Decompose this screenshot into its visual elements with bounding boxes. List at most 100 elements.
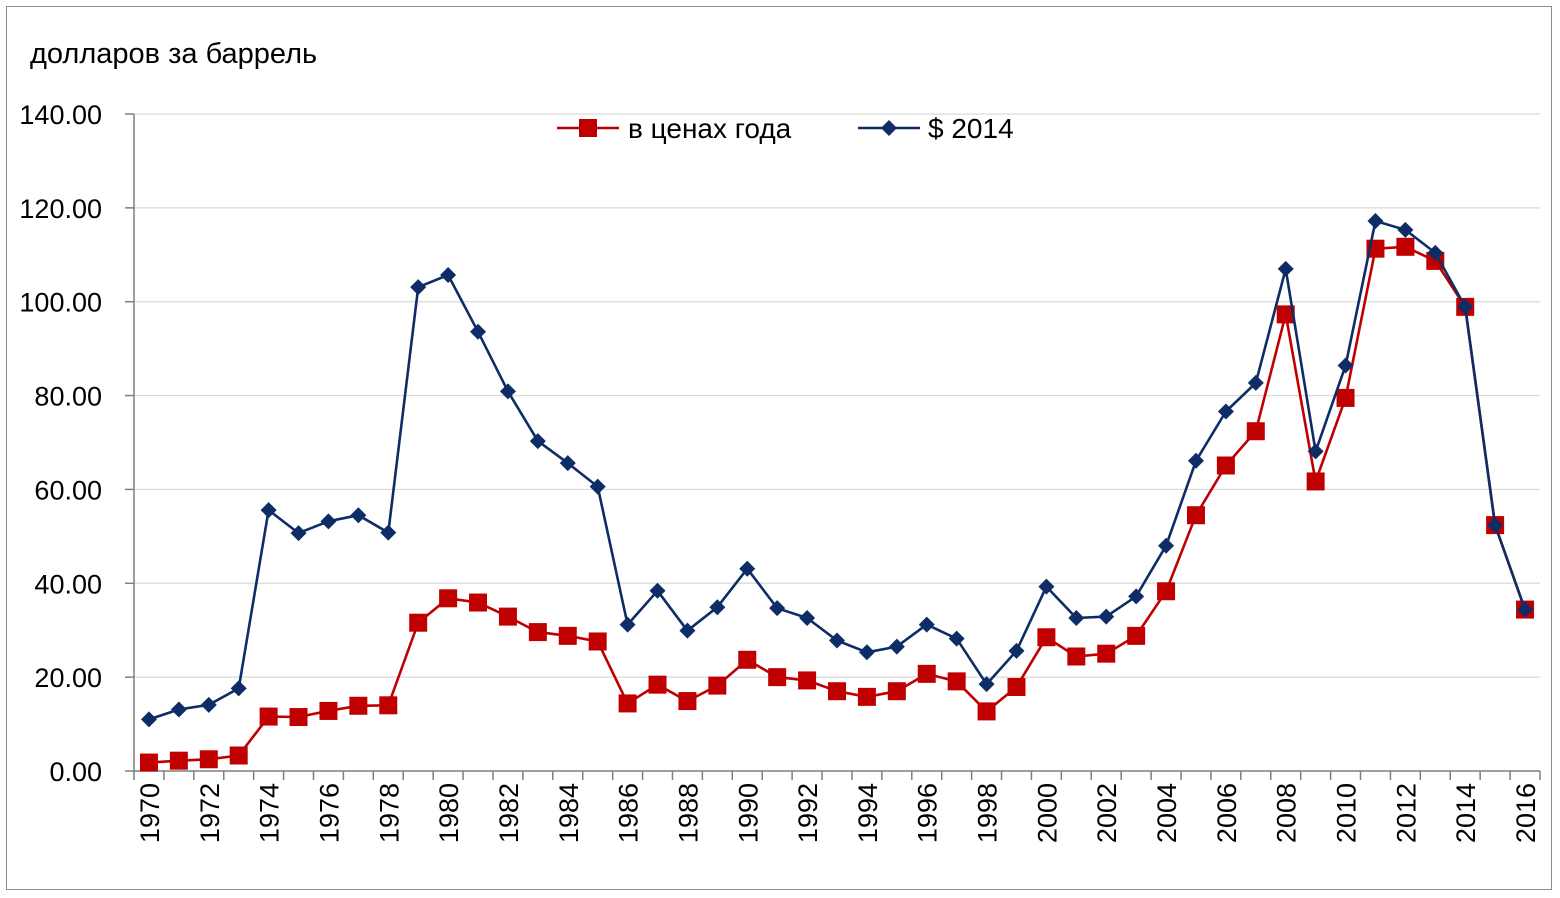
data-point-square [947, 672, 966, 691]
x-tick-label: 1990 [733, 783, 763, 843]
data-point-diamond [799, 610, 816, 627]
data-point-square [199, 750, 218, 769]
y-tick-label: 60.00 [34, 475, 102, 505]
data-point-diamond [709, 599, 726, 616]
data-point-square [498, 607, 517, 626]
data-point-diamond [559, 455, 576, 472]
data-point-diamond [1068, 610, 1085, 627]
x-tick-label: 1974 [255, 783, 285, 843]
data-point-square [558, 626, 577, 645]
data-point-square [1097, 644, 1116, 663]
data-point-square [648, 675, 667, 694]
data-point-square [1127, 626, 1146, 645]
data-point-square [1007, 677, 1026, 696]
data-point-diamond [470, 323, 487, 340]
x-tick-label: 1976 [314, 783, 344, 843]
data-point-diamond [140, 711, 157, 728]
data-point-square [887, 682, 906, 701]
data-point-square [857, 687, 876, 706]
data-point-diamond [1427, 244, 1444, 261]
y-tick-label: 100.00 [19, 288, 102, 318]
legend-marker-diamond [881, 120, 897, 136]
x-tick-label: 1978 [374, 783, 404, 843]
data-point-square [1276, 305, 1295, 324]
data-point-diamond [1337, 357, 1354, 374]
x-tick-label: 2002 [1092, 783, 1122, 843]
data-point-diamond [1038, 578, 1055, 595]
data-point-diamond [1247, 374, 1264, 391]
series-group [139, 212, 1535, 772]
data-point-diamond [769, 600, 786, 617]
data-point-square [349, 696, 368, 715]
data-point-diamond [649, 582, 666, 599]
legend-label: в ценах года [628, 113, 792, 144]
data-point-diamond [529, 433, 546, 450]
x-tick-label: 2012 [1391, 783, 1421, 843]
data-point-diamond [888, 638, 905, 655]
data-point-square [768, 668, 787, 687]
data-point-diamond [1158, 537, 1175, 554]
x-tick-label: 1996 [913, 783, 943, 843]
data-point-diamond [170, 701, 187, 718]
legend: в ценах года $ 2014 [557, 113, 1014, 144]
data-point-diamond [948, 630, 965, 647]
data-point-square [169, 751, 188, 770]
data-point-square [1186, 506, 1205, 525]
x-tick-label: 1986 [614, 783, 644, 843]
data-point-diamond [1277, 260, 1294, 277]
x-tick-label: 2006 [1212, 783, 1242, 843]
data-point-diamond [1397, 221, 1414, 238]
data-point-diamond [1128, 588, 1145, 605]
data-point-square [678, 692, 697, 711]
x-tick-label: 1994 [853, 783, 883, 843]
data-point-square [1216, 456, 1235, 475]
data-point-square [1336, 388, 1355, 407]
data-point-diamond [1457, 298, 1474, 315]
data-point-square [798, 671, 817, 690]
data-point-diamond [200, 696, 217, 713]
x-tick-label: 1982 [494, 783, 524, 843]
data-point-square [1067, 647, 1086, 666]
x-tick-label: 2000 [1032, 783, 1062, 843]
x-tick-label: 1972 [195, 783, 225, 843]
data-point-diamond [380, 524, 397, 541]
x-tick-label: 1998 [973, 783, 1003, 843]
axes [125, 113, 1541, 780]
chart-frame [6, 6, 1552, 890]
x-tick-label: 1992 [793, 783, 823, 843]
data-point-square [618, 694, 637, 713]
data-point-diamond [440, 266, 457, 283]
data-point-square [409, 613, 428, 632]
y-tick-label: 0.00 [49, 757, 102, 787]
data-point-diamond [918, 616, 935, 633]
data-point-square [1396, 237, 1415, 256]
data-point-diamond [260, 502, 277, 519]
data-point-diamond [1367, 212, 1384, 229]
data-point-diamond [679, 622, 696, 639]
data-point-square [1246, 422, 1265, 441]
y-tick-label: 140.00 [19, 100, 102, 130]
data-point-diamond [829, 632, 845, 649]
x-tick-label: 2008 [1272, 783, 1302, 843]
data-point-square [439, 589, 458, 608]
y-tick-labels: 0.00 20.00 40.00 60.00 80.00 100.00 120.00 140.… [19, 100, 102, 787]
legend-label: $ 2014 [928, 113, 1014, 144]
data-point-square [319, 701, 338, 720]
data-point-diamond [230, 680, 247, 697]
data-point-diamond [410, 279, 427, 296]
x-tick-label: 2016 [1511, 783, 1541, 843]
data-point-square [917, 664, 936, 683]
y-tick-label: 40.00 [34, 569, 102, 599]
gridlines [134, 113, 1540, 678]
x-tick-label: 2014 [1451, 783, 1481, 843]
data-point-square [738, 650, 757, 669]
x-tick-label: 1980 [434, 783, 464, 843]
data-point-diamond [739, 560, 756, 577]
data-point-square [139, 753, 158, 772]
data-point-square [977, 702, 996, 721]
data-point-square [1306, 472, 1325, 491]
x-tick-labels: 1970 1972 1974 1976 1978 1980 1982 1984 1986 1988… [135, 783, 1541, 843]
data-point-diamond [1008, 642, 1025, 659]
data-point-square [289, 708, 308, 727]
